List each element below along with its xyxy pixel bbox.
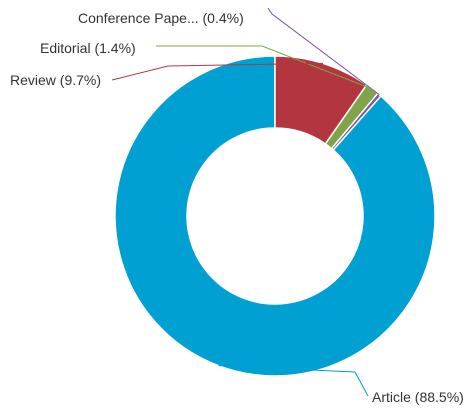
- slice-label-conference-paper: Conference Pape... (0.4%): [78, 10, 244, 26]
- slice-article[interactable]: [114, 55, 436, 377]
- slice-label-review: Review (9.7%): [10, 72, 101, 88]
- leader-conference-paper: [267, 7, 380, 96]
- leader-editorial: [156, 45, 373, 90]
- donut-slices: [114, 55, 436, 377]
- leader-review: [111, 62, 324, 81]
- leader-article: [218, 365, 369, 397]
- slice-label-editorial: Editorial (1.4%): [40, 40, 136, 56]
- label-leader-lines: [111, 7, 380, 397]
- slice-labels: Article (88.5%) Conference Pape... (0.4%…: [10, 10, 464, 405]
- slice-label-article: Article (88.5%): [372, 389, 464, 405]
